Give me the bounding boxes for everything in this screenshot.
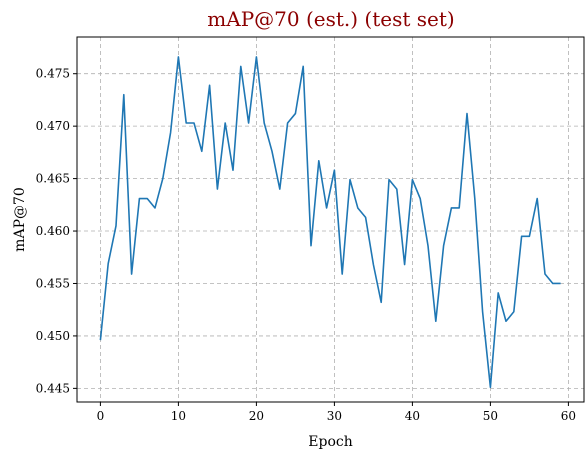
y-tick-label: 0.455 <box>36 276 70 290</box>
series-line-group <box>99 56 561 389</box>
y-tick-label: 0.465 <box>36 172 70 186</box>
x-tick-label: 60 <box>561 409 576 423</box>
plot-frame <box>76 36 585 403</box>
x-axis-ticks: 0 10 20 30 40 50 60 <box>97 402 576 423</box>
x-tick-label: 50 <box>483 409 498 423</box>
x-tick-label: 20 <box>249 409 264 423</box>
y-tick-label: 0.450 <box>36 329 70 343</box>
y-tick-label: 0.470 <box>36 119 70 133</box>
x-tick-label: 40 <box>405 409 420 423</box>
y-axis-label: mAP@70 <box>12 187 28 252</box>
y-tick-label: 0.445 <box>36 381 70 395</box>
series-line <box>99 56 561 389</box>
y-tick-label: 0.460 <box>36 224 70 238</box>
x-axis-label: Epoch <box>308 434 352 450</box>
y-axis-ticks: 0.445 0.450 0.455 0.460 0.465 0.470 0.475 <box>36 67 77 395</box>
x-tick-label: 30 <box>327 409 342 423</box>
chart-title: mAP@70 (est.) (test set) <box>207 7 454 31</box>
y-tick-label: 0.475 <box>36 67 70 81</box>
x-tick-label: 10 <box>171 409 186 423</box>
x-tick-label: 0 <box>97 409 105 423</box>
grid <box>77 37 584 402</box>
